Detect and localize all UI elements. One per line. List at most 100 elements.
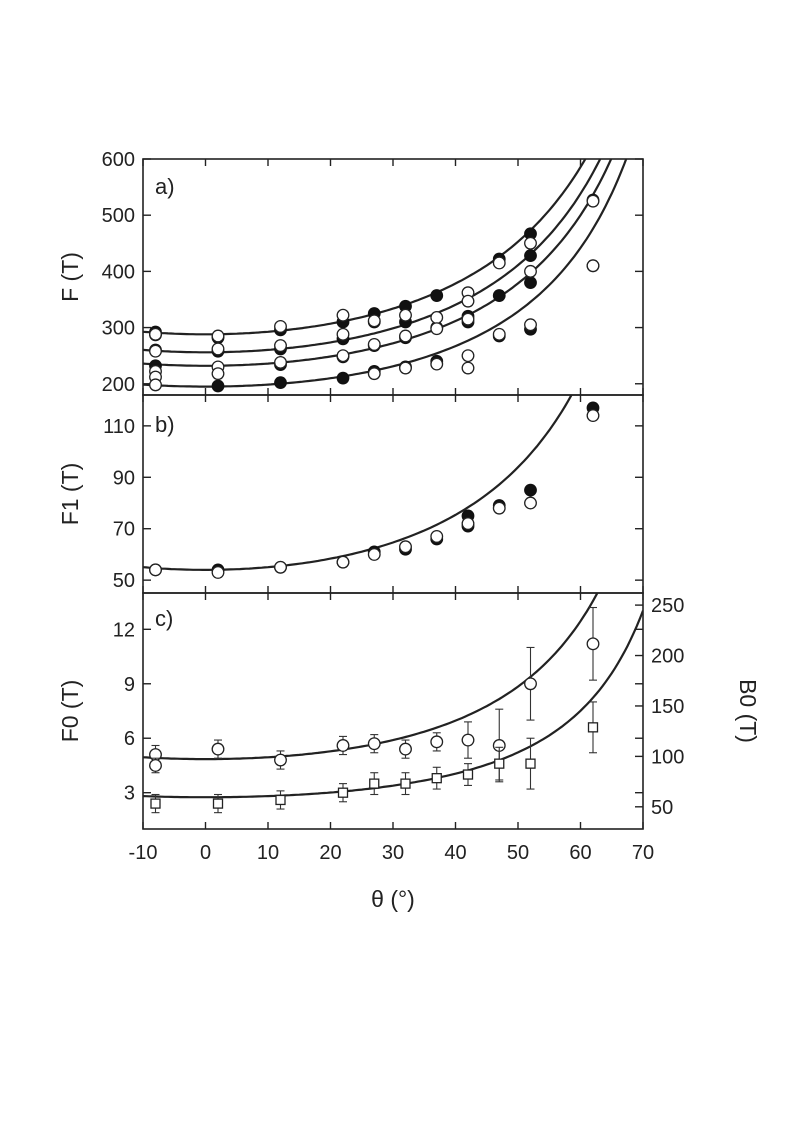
panel-c-fit-curves	[143, 593, 643, 799]
data-point-open	[461, 294, 475, 308]
data-point-open	[492, 327, 506, 341]
panel-a: 200 300 400 500 600 a) F (T)	[57, 149, 644, 396]
data-point-open	[399, 308, 412, 322]
y2tick-label: 250	[651, 595, 684, 617]
data-point-filled	[211, 379, 225, 393]
data-point-square	[431, 773, 442, 784]
panel-a-frame	[142, 158, 644, 396]
fit-curve-3	[143, 159, 613, 367]
ytick-label: 600	[102, 149, 135, 171]
ytick-label: 90	[113, 467, 135, 489]
data-point-open	[336, 327, 350, 341]
xtick-label: 30	[382, 842, 404, 864]
panel-a-label: a)	[155, 174, 175, 199]
data-point-open	[524, 677, 537, 691]
panel-a-points	[149, 193, 600, 393]
data-point-filled	[430, 289, 444, 302]
fit-curve-1	[143, 395, 573, 571]
data-point-open	[461, 361, 475, 375]
data-point-open	[274, 355, 287, 369]
ytick-label: 500	[102, 205, 135, 227]
fit-curve-2	[143, 610, 643, 799]
data-point-open	[367, 367, 381, 381]
data-point-open	[492, 256, 506, 270]
xtick-label: 70	[632, 842, 654, 864]
data-point-square	[587, 722, 599, 733]
data-point-open	[367, 337, 381, 351]
ytick-label: 70	[113, 519, 135, 541]
panel-b-ylabel: F1 (T)	[57, 463, 83, 526]
data-point-open	[399, 742, 412, 756]
data-point-open	[149, 759, 162, 772]
data-point-open	[399, 361, 412, 375]
y2tick-label: 100	[651, 746, 684, 768]
data-point-square	[337, 787, 349, 798]
panel-c-frame	[142, 592, 644, 830]
fit-curve-1	[143, 159, 587, 336]
data-point-open	[149, 327, 162, 341]
xtick-label: 60	[569, 842, 591, 864]
xtick-label: 10	[257, 842, 279, 864]
data-point-open	[524, 236, 537, 250]
data-point-square	[369, 778, 380, 789]
data-point-filled	[336, 371, 350, 385]
data-point-square	[275, 794, 286, 806]
panel-c-y2label: B0 (T)	[735, 679, 761, 743]
data-point-open	[461, 733, 475, 747]
data-point-square	[212, 798, 224, 809]
data-point-open	[211, 742, 225, 756]
data-point-open	[430, 735, 444, 749]
data-point-open	[430, 529, 444, 543]
data-point-open	[211, 342, 225, 356]
y2tick-label: 200	[651, 646, 684, 668]
data-point-open	[586, 637, 600, 651]
data-point-open	[461, 517, 475, 531]
data-point-open	[367, 547, 381, 561]
data-point-square	[494, 758, 505, 769]
ytick-label: 50	[113, 570, 135, 592]
panel-b-frame	[142, 394, 644, 594]
data-point-open	[211, 329, 225, 343]
data-point-open	[524, 496, 537, 510]
data-point-open	[399, 540, 412, 554]
data-point-open	[149, 563, 162, 577]
data-point-open	[524, 264, 537, 278]
data-point-open	[274, 339, 287, 353]
panel-c-points	[149, 606, 600, 814]
data-point-open	[274, 319, 287, 333]
ytick-label: 300	[102, 318, 135, 340]
data-point-open	[336, 349, 350, 363]
data-point-open	[586, 194, 600, 208]
data-point-filled	[524, 249, 537, 263]
data-point-square	[525, 758, 536, 769]
xtick-label: 0	[200, 842, 211, 864]
x-axis-ticks: -10 0 10 20 30 40 50 60 70	[129, 842, 655, 864]
x-axis-label: θ (°)	[371, 886, 415, 912]
data-point-open	[430, 357, 444, 371]
panel-c-label: c)	[155, 606, 173, 631]
fit-curve-1	[143, 593, 599, 761]
fit-curve-4	[143, 159, 628, 388]
data-point-open	[430, 311, 444, 324]
data-point-filled	[524, 276, 537, 290]
data-point-open	[367, 737, 381, 751]
xtick-label: -10	[129, 842, 158, 864]
data-point-open	[336, 308, 350, 322]
data-point-open	[274, 753, 287, 767]
xtick-label: 20	[319, 842, 341, 864]
data-point-filled	[274, 376, 287, 390]
ytick-label: 9	[124, 674, 135, 696]
ytick-label: 6	[124, 728, 135, 750]
data-point-filled	[524, 483, 537, 497]
data-point-open	[274, 560, 287, 574]
data-point-filled	[492, 289, 506, 302]
data-point-open	[586, 409, 600, 423]
panel-c-ticks: 3 6 9 12 50 100 150 200 250	[113, 593, 684, 829]
panel-a-fit-curves	[143, 159, 628, 388]
data-point-open	[524, 318, 537, 332]
data-point-open	[211, 367, 225, 381]
data-point-open	[367, 314, 381, 328]
data-point-open	[336, 739, 350, 752]
